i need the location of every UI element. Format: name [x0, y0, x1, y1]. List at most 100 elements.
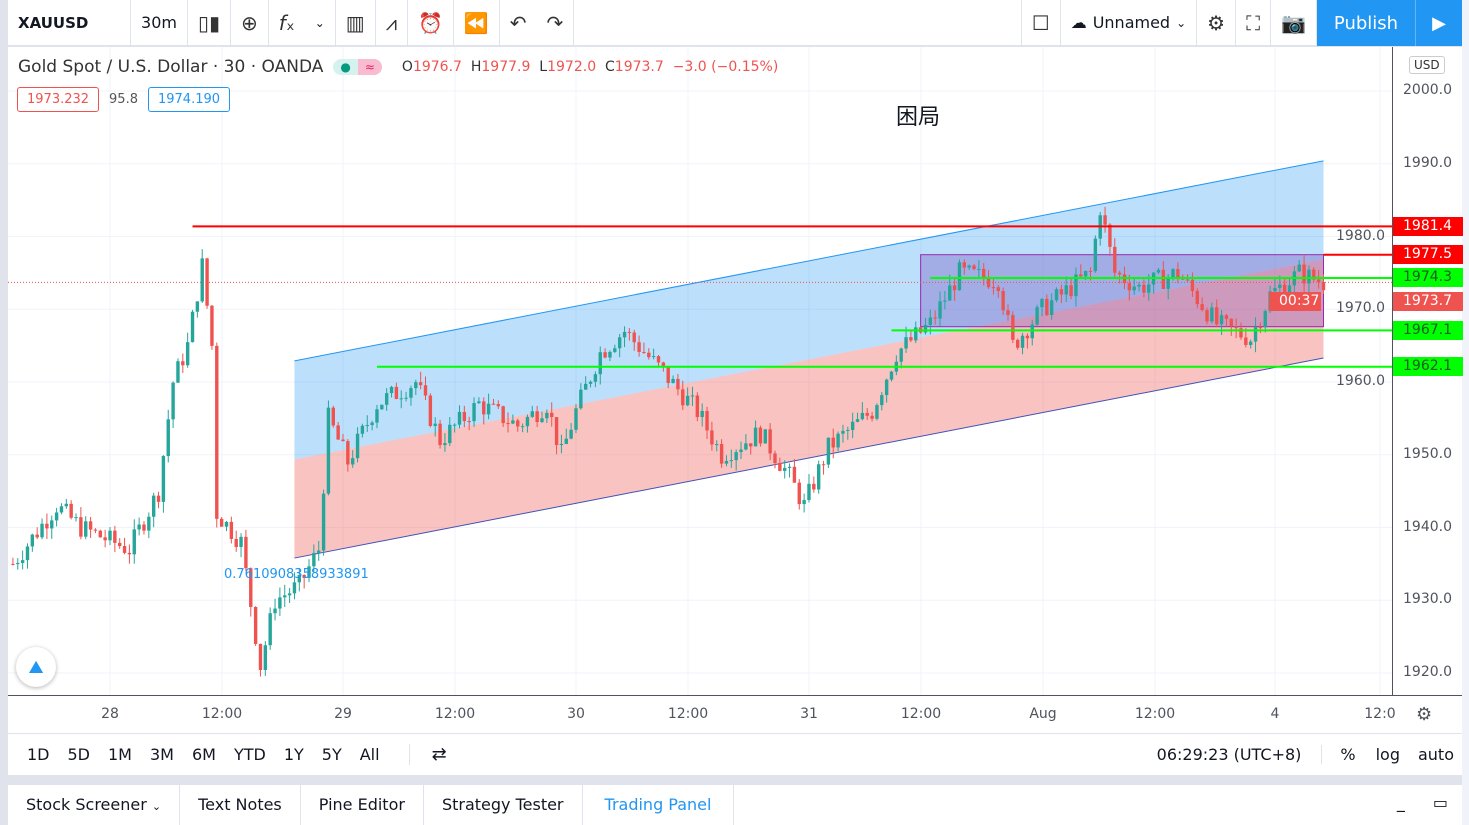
candle-body — [812, 483, 816, 490]
financials-icon[interactable]: ▥ — [336, 0, 376, 46]
candle-body — [1253, 327, 1258, 342]
horizontal-line-label[interactable]: 1962.1 — [1393, 357, 1463, 377]
candle-body — [593, 374, 598, 382]
horizontal-line-label[interactable]: 1977.5 — [1393, 245, 1463, 265]
tab-strategy-tester[interactable]: Strategy Tester — [424, 785, 583, 825]
candle-body — [1263, 311, 1267, 328]
range-1y[interactable]: 1Y — [283, 745, 304, 764]
candle-body — [292, 582, 297, 594]
auto-toggle[interactable]: auto — [1417, 745, 1454, 764]
currency-button[interactable]: USD — [1409, 56, 1445, 74]
candle-body — [1215, 307, 1219, 325]
buy-button[interactable]: 1974.190 — [147, 87, 231, 112]
publish-button[interactable]: Publish ▶ — [1317, 0, 1462, 46]
time-tick: 12:00 — [900, 706, 942, 722]
candle-body — [651, 356, 656, 358]
range-ytd[interactable]: YTD — [233, 745, 266, 764]
redo-icon[interactable]: ↷ — [537, 0, 575, 46]
candle-body — [1015, 339, 1020, 348]
undo-icon[interactable]: ↶ — [509, 10, 527, 35]
candle-body — [1117, 272, 1122, 275]
chevron-down-icon[interactable]: ⌄ — [305, 0, 336, 46]
candle-body — [1239, 328, 1243, 338]
chart-annotation-text[interactable]: 困局 — [896, 105, 941, 130]
tradingview-logo-icon[interactable]: ⛰ — [16, 647, 56, 687]
candle-body — [855, 419, 860, 422]
gear-icon[interactable]: ⚙ — [1197, 0, 1237, 46]
time-tick: 12:00 — [1134, 706, 1176, 722]
templates-icon[interactable]: ⩘ — [376, 0, 408, 46]
tab-text-notes[interactable]: Text Notes — [180, 785, 301, 825]
candle-body — [79, 517, 83, 537]
ohlc: O1976.7 H1977.9 L1972.0 C1973.7 −3.0 (−0… — [401, 59, 779, 75]
clock[interactable]: 06:29:23 (UTC+8) — [1137, 745, 1323, 764]
time-tick: 4 — [1270, 706, 1280, 722]
time-axis[interactable]: 28 12:00 29 12:00 30 12:00 31 12:00 Aug 12:00 4 12:… — [8, 695, 1462, 733]
range-5y[interactable]: 5Y — [321, 745, 342, 764]
candle-body — [613, 348, 617, 352]
tab-stock-screener[interactable]: Stock Screener ⌄ — [8, 785, 181, 825]
replay-icon[interactable]: ⏪ — [454, 0, 500, 46]
countdown-label[interactable]: 00:37 — [1269, 292, 1321, 312]
price-tick: 1990.0 — [1403, 154, 1452, 171]
last-price-label[interactable]: 1973.7 — [1393, 292, 1463, 312]
tab-pine-editor[interactable]: Pine Editor — [301, 785, 424, 825]
range-6m[interactable]: 6M — [191, 745, 216, 764]
status-badge[interactable]: ● ≈ — [333, 59, 382, 75]
candles-icon[interactable]: ▯▮ — [188, 0, 232, 46]
percent-toggle[interactable]: % — [1340, 745, 1356, 764]
candle-body — [113, 530, 117, 543]
range-3m[interactable]: 3M — [149, 745, 174, 764]
price-scale[interactable]: USD 2000.0 1990.0 1980.0 1970.0 1960.0 1950.0… — [1269, 47, 1463, 695]
candle-body — [661, 362, 666, 368]
range-1m[interactable]: 1M — [108, 745, 132, 764]
range-5d[interactable]: 5D — [67, 745, 91, 764]
fullscreen-icon[interactable]: ⛶ — [1236, 0, 1272, 46]
fullscreen-box-icon[interactable]: ☐ — [1020, 0, 1061, 46]
horizontal-line-label[interactable]: 1974.3 — [1393, 268, 1463, 288]
play-icon[interactable]: ▶ — [1415, 0, 1462, 46]
candle-body — [1244, 337, 1248, 345]
layout-button[interactable]: ☁ Unnamed ⌄ — [1061, 0, 1198, 46]
chart-canvas[interactable] — [8, 47, 1392, 695]
symbol-search[interactable]: XAUUSD — [8, 0, 131, 46]
candle-body — [608, 351, 612, 358]
candle-body — [1312, 269, 1316, 280]
add-compare-icon[interactable]: ⊕ — [231, 0, 269, 46]
time-tick: 12:00 — [434, 706, 476, 722]
layout-name: Unnamed — [1092, 13, 1171, 32]
candle-body — [399, 398, 403, 400]
settings-gear-icon[interactable]: ⚙ — [1416, 704, 1433, 725]
alert-icon[interactable]: ⏰ — [408, 0, 454, 46]
range-all[interactable]: All — [359, 745, 380, 764]
time-tick: 29 — [334, 706, 352, 722]
candle-body — [1234, 326, 1238, 329]
candle-body — [467, 421, 471, 423]
candle-body — [452, 424, 457, 426]
chart-pane[interactable]: Gold Spot / U.S. Dollar · 30 · OANDA ● ≈ … — [8, 47, 1392, 695]
maximize-icon[interactable]: ▭ — [1432, 793, 1448, 812]
candle-body — [1083, 270, 1088, 277]
candle-body — [1074, 274, 1078, 297]
candle-body — [710, 430, 714, 445]
candle-body — [836, 433, 840, 448]
candle-body — [185, 342, 190, 366]
candle-body — [1195, 291, 1199, 305]
camera-icon[interactable]: 📷 — [1271, 0, 1317, 46]
candle-body — [846, 429, 850, 431]
sell-button[interactable]: 1973.232 — [17, 87, 100, 112]
tab-trading-panel[interactable]: Trading Panel — [583, 785, 735, 825]
log-toggle[interactable]: log — [1375, 745, 1400, 764]
candle-body — [1049, 300, 1054, 316]
horizontal-line-label[interactable]: 1967.1 — [1393, 320, 1463, 340]
candle-body — [685, 395, 690, 406]
interval-button[interactable]: 30m — [131, 0, 188, 46]
date-range-icon[interactable]: ⇄ — [408, 744, 447, 765]
candle-body — [224, 521, 229, 527]
candle-body — [486, 403, 491, 415]
range-1d[interactable]: 1D — [27, 745, 50, 764]
minimize-icon[interactable]: _ — [1396, 793, 1405, 812]
candle-body — [482, 401, 486, 415]
horizontal-line-label[interactable]: 1981.4 — [1393, 216, 1463, 236]
